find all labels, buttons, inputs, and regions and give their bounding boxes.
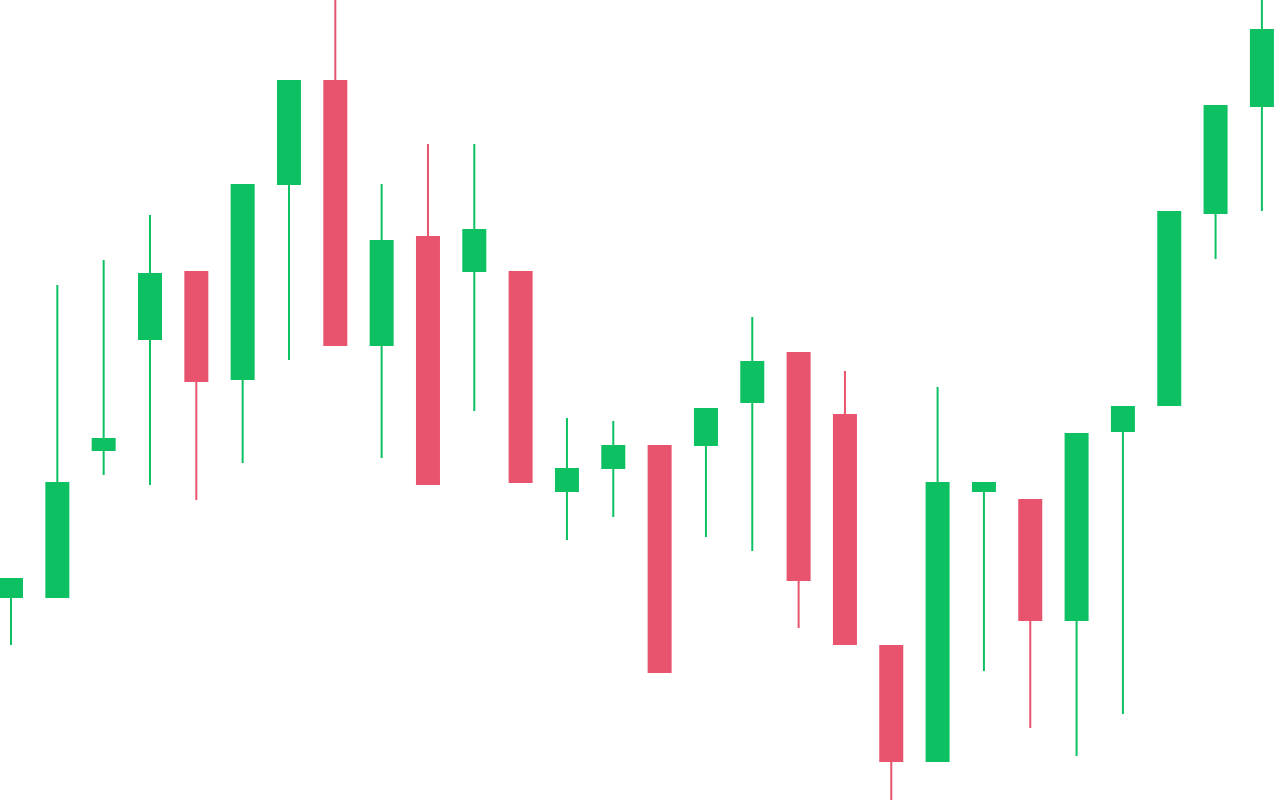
candle-body bbox=[45, 482, 70, 598]
candle-body bbox=[137, 273, 162, 340]
candle-body bbox=[1110, 406, 1135, 432]
candle-body bbox=[971, 482, 996, 492]
candle-body bbox=[415, 236, 440, 485]
candle-body bbox=[0, 578, 23, 598]
candle-body bbox=[1157, 211, 1182, 406]
candle-body bbox=[323, 80, 348, 346]
candle-body bbox=[184, 271, 209, 382]
candle-body bbox=[647, 445, 672, 673]
candle-body bbox=[832, 414, 857, 645]
candle-body bbox=[554, 468, 579, 492]
candle-body bbox=[786, 352, 811, 581]
candle-body bbox=[462, 229, 487, 272]
candle-body bbox=[1064, 433, 1089, 621]
candle-body bbox=[369, 240, 394, 346]
candle-body bbox=[1249, 29, 1274, 107]
candle-body bbox=[925, 482, 950, 762]
candle-body bbox=[693, 408, 718, 446]
candle-body bbox=[230, 184, 255, 380]
candle-body bbox=[740, 361, 765, 403]
candle-body bbox=[91, 438, 116, 451]
candle-body bbox=[508, 271, 533, 483]
candle-body bbox=[879, 645, 904, 762]
candle-body bbox=[1203, 105, 1228, 214]
candle-body bbox=[276, 80, 301, 185]
candle-body bbox=[601, 445, 626, 469]
candle-body bbox=[1018, 499, 1043, 621]
